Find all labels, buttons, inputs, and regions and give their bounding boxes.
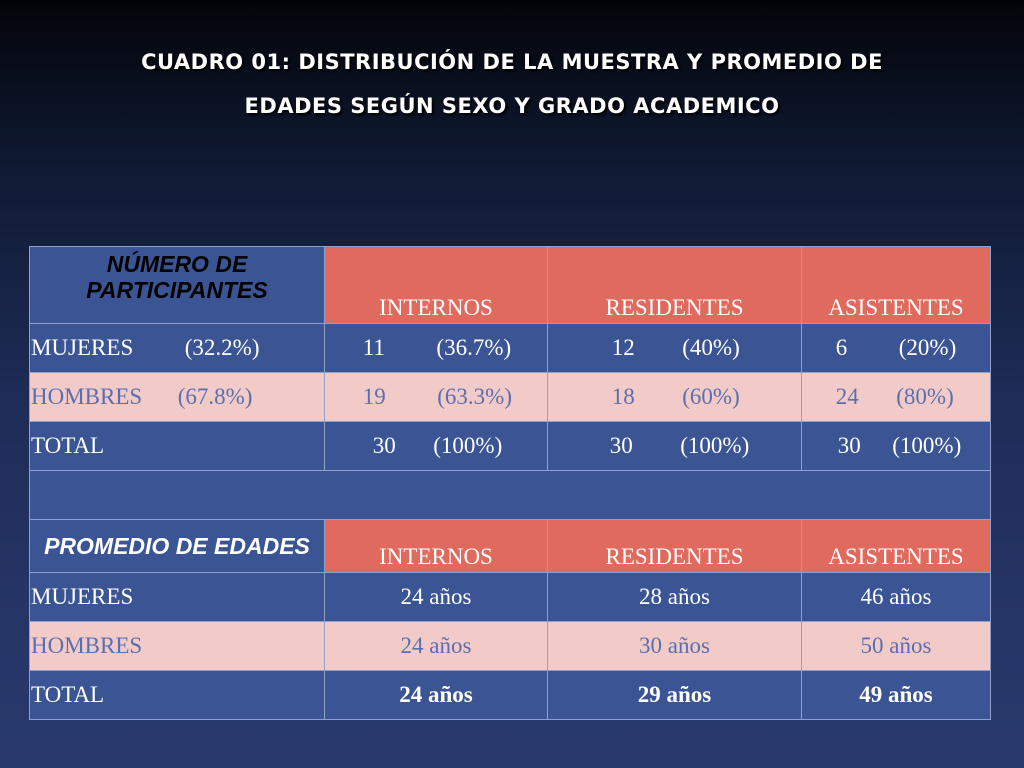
percentage: (20%) — [898, 335, 957, 360]
participants-col-asistentes: ASISTENTES — [801, 246, 991, 324]
row-label-cell: MUJERES (32.2%) — [29, 323, 325, 373]
participants-cell: 30 (100%) — [801, 421, 991, 471]
row-label: MUJERES — [31, 335, 134, 360]
participants-cell: 6 (20%) — [801, 323, 991, 373]
count: 30 — [372, 433, 396, 458]
row-label-cell: TOTAL — [29, 421, 325, 471]
age-cell: 50 años — [801, 621, 991, 671]
age-cell: 24 años — [324, 621, 548, 671]
ages-row-total: TOTAL 24 años 29 años 49 años — [29, 670, 991, 720]
participants-header-line-2: PARTICIPANTES — [86, 277, 268, 303]
spacer-cell — [29, 470, 991, 520]
spacer-row — [29, 470, 991, 520]
ages-header-row: PROMEDIO DE EDADES INTERNOS RESIDENTES A… — [29, 519, 991, 573]
participants-header-label: NÚMERO DE PARTICIPANTES — [29, 246, 325, 324]
participants-cell: 18 (60%) — [547, 372, 802, 422]
age-cell: 49 años — [801, 670, 991, 720]
participants-cell: 12 (40%) — [547, 323, 802, 373]
participants-cell: 19 (63.3%) — [324, 372, 548, 422]
count: 30 — [609, 433, 633, 458]
participants-cell: 30 (100%) — [547, 421, 802, 471]
participants-cell: 11 (36.7%) — [324, 323, 548, 373]
count: 6 — [835, 335, 848, 360]
age-cell: 24 años — [324, 572, 548, 622]
slide-title: CUADRO 01: DISTRIBUCIÓN DE LA MUESTRA Y … — [60, 40, 964, 128]
row-label-pct: (32.2%) — [184, 335, 260, 360]
percentage: (100%) — [892, 433, 962, 458]
age-cell: 29 años — [547, 670, 802, 720]
row-label: TOTAL — [31, 433, 105, 458]
percentage: (36.7%) — [436, 335, 512, 360]
participants-row-hombres: HOMBRES (67.8%) 19 (63.3%) 18 (60%) 24 (… — [29, 372, 991, 422]
participants-col-internos: INTERNOS — [324, 246, 548, 324]
percentage: (80%) — [896, 384, 954, 409]
count: 12 — [611, 335, 635, 360]
participants-cell: 30 (100%) — [324, 421, 548, 471]
participants-row-mujeres: MUJERES (32.2%) 11 (36.7%) 12 (40%) 6 (2… — [29, 323, 991, 373]
row-label-cell: HOMBRES (67.8%) — [29, 372, 325, 422]
percentage: (63.3%) — [437, 384, 512, 409]
participants-cell: 24 (80%) — [801, 372, 991, 422]
ages-row-hombres: HOMBRES 24 años 30 años 50 años — [29, 621, 991, 671]
participants-row-total: TOTAL 30 (100%) 30 (100%) 30 (100%) — [29, 421, 991, 471]
row-label: MUJERES — [29, 572, 325, 622]
count: 24 — [835, 384, 859, 409]
ages-col-residentes: RESIDENTES — [547, 519, 802, 573]
age-cell: 28 años — [547, 572, 802, 622]
ages-row-mujeres: MUJERES 24 años 28 años 46 años — [29, 572, 991, 622]
row-label-pct: (67.8%) — [177, 384, 253, 409]
ages-col-internos: INTERNOS — [324, 519, 548, 573]
row-label: TOTAL — [29, 670, 325, 720]
title-line-2: EDADES SEGÚN SEXO Y GRADO ACADEMICO — [244, 94, 780, 118]
age-cell: 24 años — [324, 670, 548, 720]
participants-col-residentes: RESIDENTES — [547, 246, 802, 324]
participants-header-row: NÚMERO DE PARTICIPANTES INTERNOS RESIDEN… — [29, 246, 991, 324]
cuadro-table: NÚMERO DE PARTICIPANTES INTERNOS RESIDEN… — [29, 246, 991, 720]
percentage: (100%) — [680, 433, 750, 458]
percentage: (100%) — [433, 433, 503, 458]
ages-col-asistentes: ASISTENTES — [801, 519, 991, 573]
count: 18 — [611, 384, 635, 409]
count: 19 — [362, 384, 386, 409]
percentage: (60%) — [682, 384, 740, 409]
count: 30 — [837, 433, 861, 458]
title-line-1: CUADRO 01: DISTRIBUCIÓN DE LA MUESTRA Y … — [141, 50, 883, 74]
count: 11 — [362, 335, 385, 360]
participants-header-line-1: NÚMERO DE — [106, 251, 248, 277]
ages-header-label: PROMEDIO DE EDADES — [29, 519, 325, 573]
row-label: HOMBRES — [31, 384, 143, 409]
percentage: (40%) — [682, 335, 740, 360]
age-cell: 46 años — [801, 572, 991, 622]
age-cell: 30 años — [547, 621, 802, 671]
row-label: HOMBRES — [29, 621, 325, 671]
